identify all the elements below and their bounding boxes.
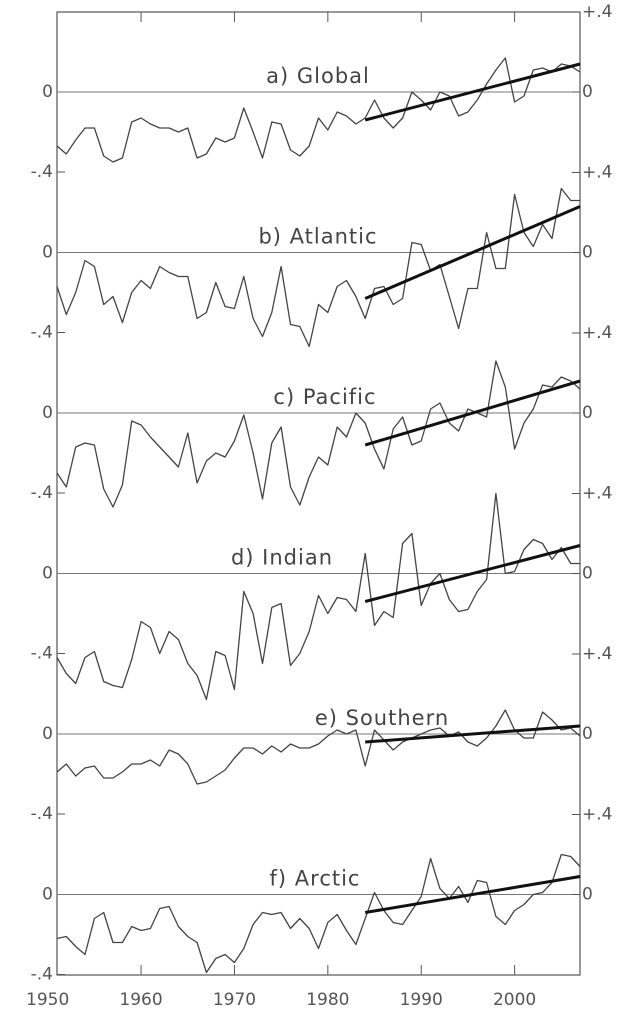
x-tick-label: 1960 [119,990,162,1010]
panel-title: b) Atlantic [258,225,377,249]
y2-tick-label: +.4 [582,805,612,825]
y-tick-label: 0 [42,564,53,584]
x-tick-label: 1950 [26,990,69,1010]
series-line [56,492,580,701]
y2-tick-label: 0 [582,724,593,744]
trend-line [364,62,581,122]
y-tick-label: 0 [42,885,53,905]
panel-title: d) Indian [231,546,333,570]
y-tick-label: 0 [42,724,53,744]
x-tick-label: 1970 [213,990,256,1010]
plot-frame [56,11,581,976]
y-tick-label: 0 [42,403,53,423]
y-tick-label: -.4 [31,162,53,182]
trend-line [364,875,581,914]
y2-tick-label: +.4 [582,644,612,664]
y2-tick-label: 0 [582,403,593,423]
trend-line [364,205,581,300]
y-tick-label: -.4 [31,644,53,664]
x-tick-label: 2000 [493,990,536,1010]
y-tick-label: -.4 [31,483,53,503]
y2-tick-label: +.4 [582,484,612,504]
y2-tick-label: 0 [582,564,593,584]
y-tick-label: 0 [42,82,53,102]
x-tick-label: 1990 [400,990,443,1010]
panel-title: f) Arctic [270,867,361,891]
y-tick-label: -.4 [31,323,53,343]
trend-line [365,724,581,744]
series-line [56,709,581,785]
x-tick-label: 1980 [306,990,349,1010]
y2-tick-label: 0 [582,885,593,905]
y-tick-label: -.4 [31,804,53,824]
trend-line [364,544,581,603]
y2-tick-label: +.4 [582,323,612,343]
panel-title: e) Southern [315,706,449,730]
series-line [56,57,581,163]
y-tick-label: 0 [42,243,53,263]
y2-tick-label: 0 [582,82,593,102]
y2-tick-label: 0 [582,243,593,263]
y-tick-label: -.4 [31,965,53,985]
y2-tick-label: +.4 [582,163,612,183]
panel-title: a) Global [266,64,370,88]
series-line [56,853,581,974]
y2-tick-label: +.4 [582,2,612,22]
series-line [56,187,580,348]
panel-title: c) Pacific [273,385,376,409]
series-line [56,360,581,508]
trend-line [364,379,581,447]
